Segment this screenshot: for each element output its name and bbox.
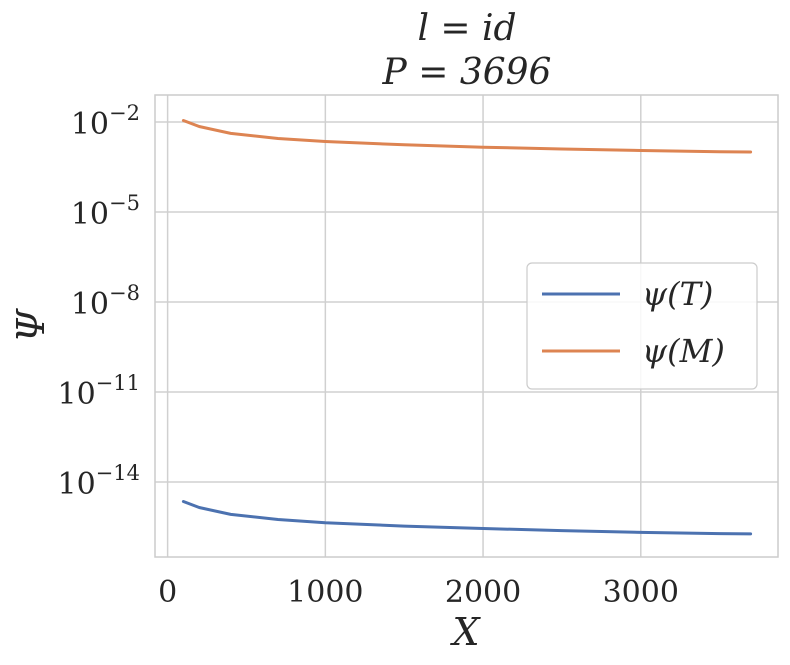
y-axis-label: Ψ [9,308,53,343]
x-axis-label: X [449,610,481,654]
grid-lines [155,95,778,557]
y-tick-label: 10−5 [71,191,140,232]
series-line-m [181,119,753,154]
legend-label-t: ψ(T) [642,275,713,313]
y-tick-label: 10−11 [57,371,140,412]
y-tick-label: 10−8 [71,281,140,322]
chart-title-line2: P = 3696 [382,52,552,93]
x-tick-label: 2000 [445,575,521,610]
x-tick-labels: 0 1000 2000 3000 [158,575,679,610]
y-tick-label: 10−14 [57,461,140,502]
x-tick-label: 0 [158,575,177,610]
legend: ψ(T) ψ(M) [526,262,758,390]
chart-title-line1: l = id [417,8,516,49]
y-tick-label: 10−2 [71,101,140,142]
y-tick-labels: 10−2 10−5 10−8 10−11 10−14 [57,101,140,502]
plot-frame [154,94,779,558]
x-tick-label: 1000 [287,575,363,610]
series-layer [181,119,753,536]
legend-label-m: ψ(M) [642,332,725,370]
series-line-t [181,500,753,536]
x-tick-label: 3000 [603,575,679,610]
